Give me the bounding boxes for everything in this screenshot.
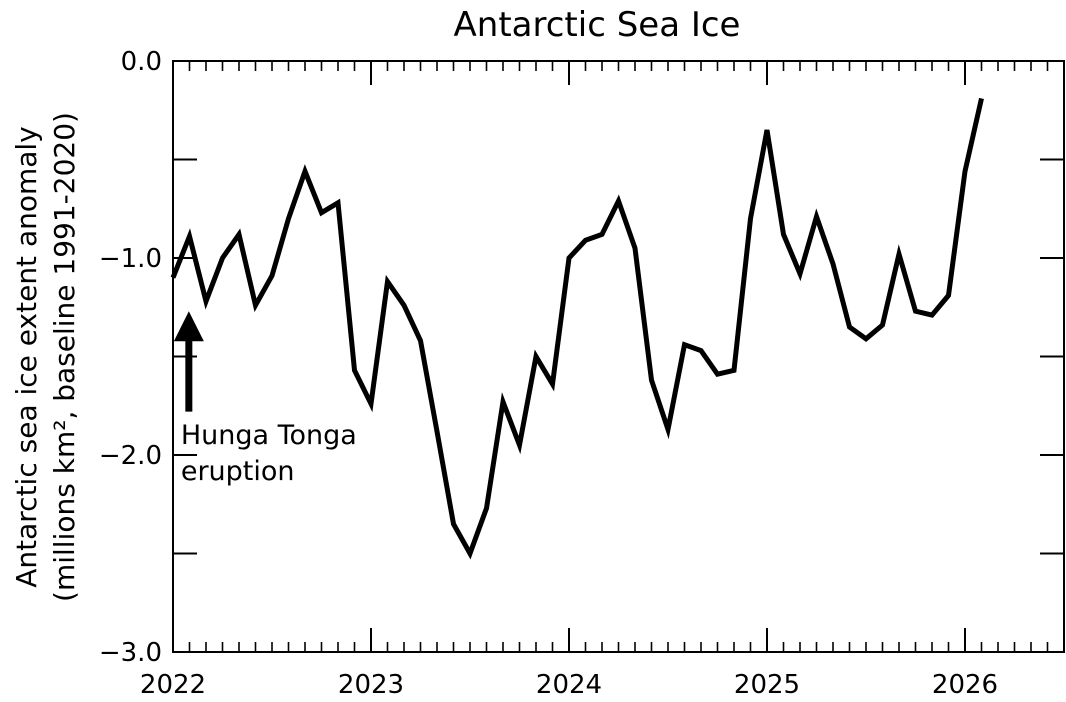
y-axis-label-line1: Antarctic sea ice extent anomaly: [10, 126, 43, 588]
x-tick-label: 2026: [932, 670, 998, 698]
x-tick-label: 2022: [140, 670, 206, 698]
tick-labels: 2022 2023 2024 2025 2026 0.0 −1.0 −2.0 −3.0: [99, 47, 998, 700]
data-line: [170, 97, 984, 560]
axis-ticks: [172, 60, 1065, 653]
series-layer: [170, 97, 984, 560]
y-axis-label-line2: (millions km², baseline 1991-2020): [48, 112, 81, 602]
x-tick-label: 2025: [734, 670, 800, 698]
annotation-arrow-head: [173, 311, 204, 342]
chart-title: Antarctic Sea Ice: [454, 5, 741, 45]
y-axis-label: Antarctic sea ice extent anomaly (millio…: [10, 112, 81, 602]
annotation-text-line2: eruption: [181, 456, 295, 487]
plot-frame: [172, 60, 1065, 653]
annotation-layer: Hunga Tonga eruption: [173, 311, 357, 487]
x-tick-label: 2023: [338, 670, 404, 698]
x-tick-label: 2024: [536, 670, 602, 698]
y-tick-label: 0.0: [121, 47, 162, 77]
y-tick-label: −3.0: [99, 638, 162, 668]
y-tick-label: −1.0: [99, 244, 162, 274]
annotation-text-line1: Hunga Tonga: [181, 420, 357, 451]
y-tick-label: −2.0: [99, 441, 162, 471]
